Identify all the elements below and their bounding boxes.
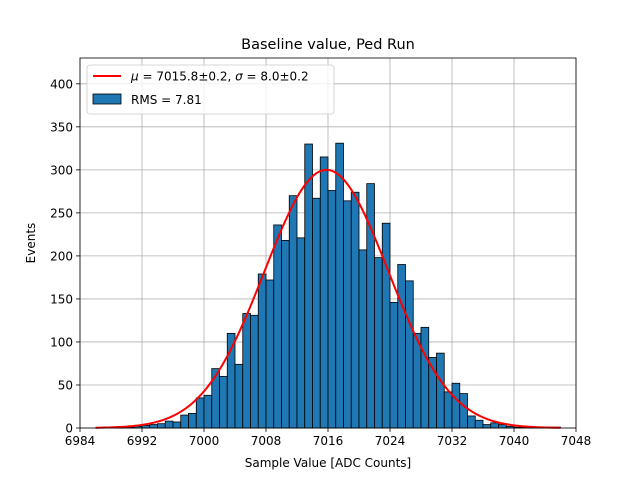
legend-hist-label: RMS = 7.81 (131, 93, 202, 107)
histogram-bar (296, 237, 306, 429)
histogram-bar (265, 279, 275, 429)
histogram-bar (312, 197, 321, 429)
histogram-bar (451, 382, 461, 429)
chart-title: Baseline value, Ped Run (241, 37, 415, 53)
histogram-bar (273, 224, 282, 429)
legend-fit-label: μ = 7015.8±0.2, σ = 8.0±0.2 (130, 70, 309, 84)
histogram-bar (203, 394, 213, 429)
legend-box (86, 64, 335, 115)
histogram-bar (343, 200, 352, 429)
y-tick-label: 300 (50, 163, 73, 177)
legend-sigma-symbol: σ (235, 70, 243, 84)
histogram-bar (149, 424, 158, 429)
histogram-bar (257, 273, 267, 429)
histogram-bar (288, 195, 298, 429)
y-tick-label: 150 (50, 292, 73, 306)
x-tick-label: 7040 (499, 434, 530, 448)
histogram-bar (157, 423, 166, 429)
y-tick-label: 50 (58, 378, 73, 392)
x-tick-label: 7008 (251, 434, 282, 448)
histogram-bar (281, 240, 290, 429)
histogram-bar (420, 326, 430, 429)
histogram-bar (358, 249, 368, 429)
histogram-bar (389, 301, 399, 429)
y-axis-ticks: 0 50 100 150 200 250 300 350 400 (50, 77, 80, 436)
histogram-bar (474, 419, 484, 429)
x-axis-ticks: 6984 6992 7000 7008 7016 7024 7032 7040 7048 (65, 428, 592, 448)
y-tick-label: 250 (50, 206, 73, 220)
legend-hist-swatch (92, 93, 122, 105)
histogram-bar (482, 424, 492, 429)
histogram-bar (350, 191, 360, 429)
histogram-bar (381, 222, 391, 429)
histogram-bar (188, 412, 197, 429)
legend: μ = 7015.8±0.2, σ = 8.0±0.2 RMS = 7.81 (86, 64, 335, 115)
histogram-bar (467, 415, 476, 429)
legend-mu-value: = 7015.8±0.2, (139, 70, 235, 84)
legend-sigma-value: = 8.0±0.2 (243, 70, 309, 84)
histogram-bar (164, 420, 174, 429)
histogram-bar (319, 156, 329, 429)
x-tick-label: 7000 (189, 434, 220, 448)
histogram-bar (397, 264, 406, 429)
histogram-bar (219, 375, 228, 429)
histogram-bar (327, 190, 337, 429)
y-tick-label: 100 (50, 335, 73, 349)
histogram-bar (234, 363, 244, 429)
histogram-bar (242, 313, 251, 429)
y-tick-label: 350 (50, 120, 73, 134)
y-tick-label: 200 (50, 249, 73, 263)
x-tick-label: 6992 (127, 434, 158, 448)
y-axis-label: Events (24, 223, 38, 264)
histogram-bar (172, 421, 182, 429)
histogram-bar (459, 393, 468, 429)
x-tick-label: 7016 (313, 434, 344, 448)
histogram-bar (443, 391, 453, 429)
histogram-bar (304, 143, 313, 429)
y-tick-label: 400 (50, 77, 73, 91)
x-tick-label: 7048 (561, 434, 592, 448)
histogram-bar (436, 352, 445, 429)
histogram-bar (335, 142, 344, 429)
y-tick-label: 0 (65, 422, 73, 436)
x-tick-label: 7024 (375, 434, 406, 448)
histogram-bar (412, 332, 422, 429)
histogram-bar (374, 257, 383, 429)
x-axis-label: Sample Value [ADC Counts] (245, 456, 411, 470)
legend-mu-symbol: μ (130, 70, 139, 84)
histogram-bar (195, 397, 205, 429)
gaussian-fit-curve (95, 168, 561, 429)
x-tick-label: 6984 (65, 434, 96, 448)
histogram-bar (498, 424, 507, 429)
histogram-bar (490, 422, 499, 429)
x-tick-label: 7032 (437, 434, 468, 448)
histogram-bar (250, 314, 259, 429)
histogram-bar (180, 414, 189, 429)
histogram-bar (405, 280, 414, 429)
